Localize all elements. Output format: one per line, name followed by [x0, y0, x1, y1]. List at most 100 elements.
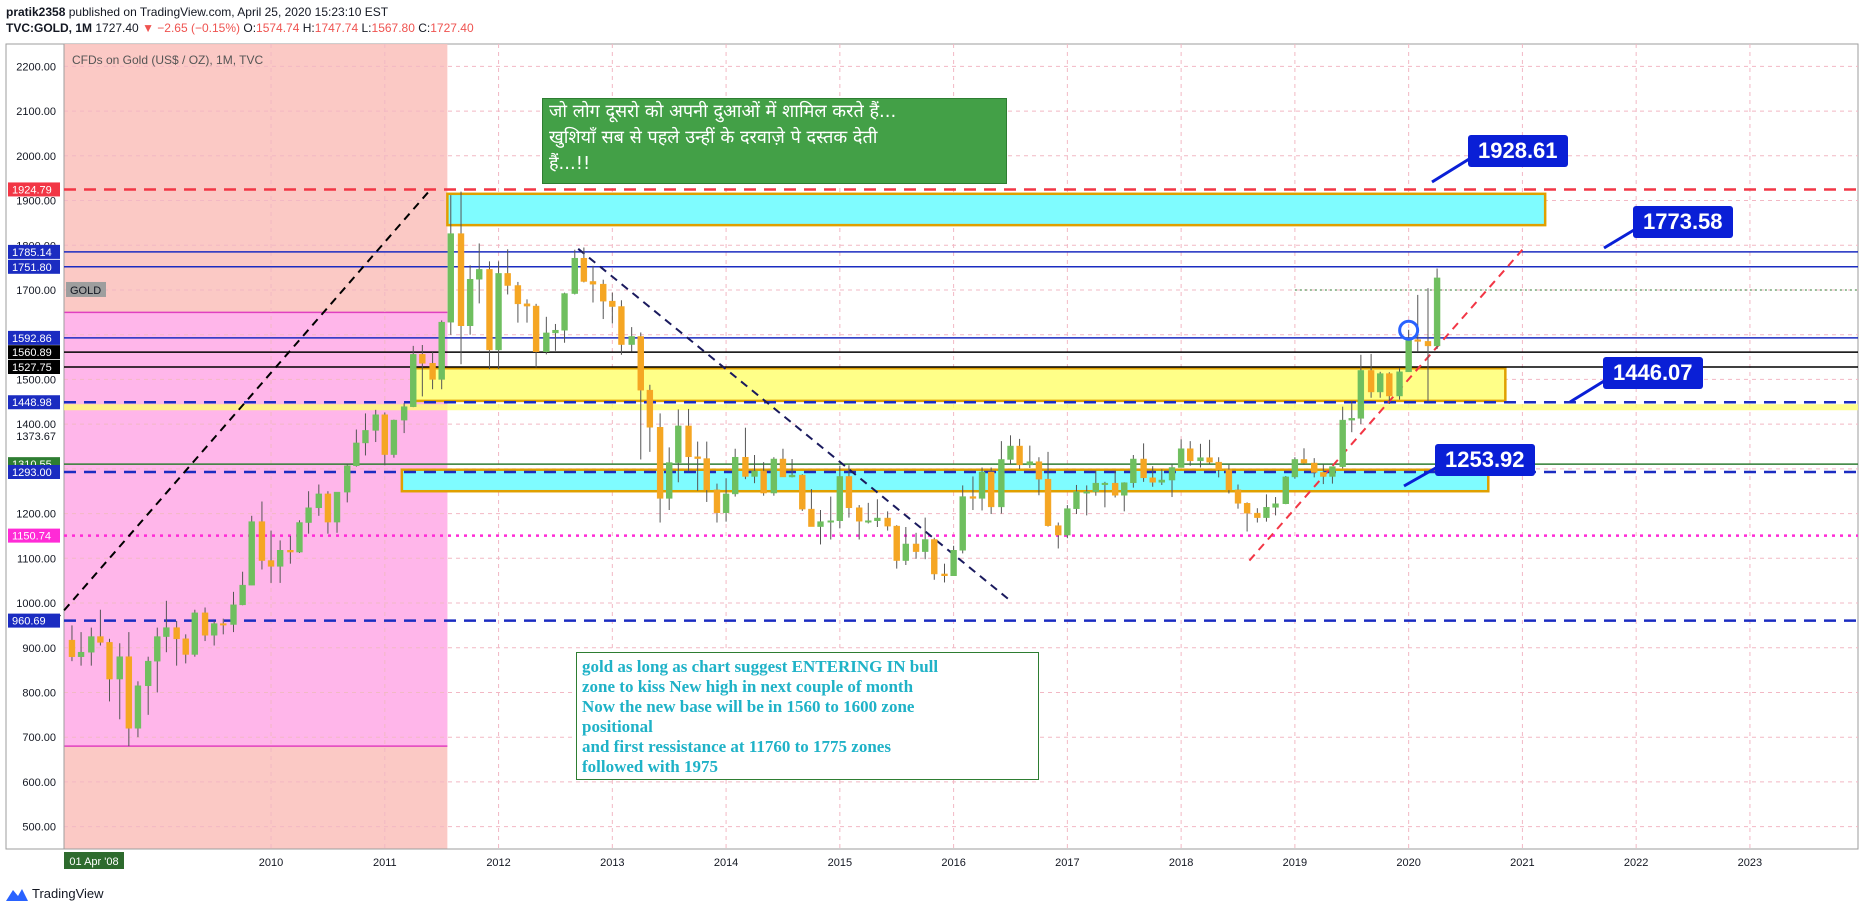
candle-body: [1026, 461, 1034, 466]
x-tick-label: 2020: [1396, 857, 1420, 869]
price-label: 1373.67: [16, 431, 56, 443]
y-tick-label: 2200.00: [16, 61, 56, 73]
candle-body: [959, 496, 966, 551]
low-value: 1567.80: [371, 21, 415, 35]
analysis-note-annotation[interactable]: gold as long as chart suggest ENTERING I…: [576, 652, 1039, 780]
candle-body: [618, 306, 625, 345]
candle-body: [154, 636, 161, 662]
price-label-box: [8, 244, 60, 259]
high-value: 1747.74: [314, 21, 359, 35]
candle-body: [628, 336, 635, 345]
x-tick-label: 2016: [941, 857, 965, 869]
published-text: published on TradingView.com, April 25, …: [68, 5, 389, 19]
candle-body: [134, 685, 142, 729]
candle-body: [1367, 370, 1375, 393]
candle-body: [1396, 371, 1403, 397]
high-label: H:: [302, 21, 315, 35]
open-label: O:: [243, 21, 257, 35]
callout-1773[interactable]: 1773.58: [1633, 206, 1733, 238]
candle-body: [400, 406, 408, 421]
close-label: C:: [418, 21, 431, 35]
candle-body: [381, 414, 388, 455]
tradingview-footer[interactable]: TradingView: [6, 886, 104, 901]
candle-body: [675, 425, 682, 463]
price-label-box: [8, 528, 60, 543]
price-label-box: [8, 182, 60, 197]
candle-body: [305, 507, 312, 523]
y-tick-label: 800.00: [22, 687, 56, 699]
price-label-box: [8, 464, 60, 479]
x-tick-label: 2014: [714, 857, 738, 869]
candle-body: [68, 639, 76, 657]
candle-body: [1320, 472, 1327, 477]
candle-body: [893, 525, 900, 561]
note-line: followed with 1975: [582, 757, 718, 776]
candle-body: [210, 623, 218, 636]
candle-body: [912, 543, 920, 552]
candle-body: [1348, 418, 1355, 421]
candle-body: [1282, 476, 1289, 504]
price-zone: [446, 192, 1547, 227]
hindi-line: हैं...!!: [549, 153, 591, 174]
tradingview-logo-icon: [6, 888, 28, 901]
candle-body: [770, 458, 778, 494]
candle-body: [476, 269, 483, 280]
candle-body: [1405, 339, 1412, 373]
hindi-quote-annotation[interactable]: जो लोग दूसरो को अपनी दुआओं में शामिल करत…: [542, 98, 1007, 184]
callout-1928[interactable]: 1928.61: [1468, 135, 1568, 167]
candle-body: [1424, 341, 1432, 347]
price-change: ▼ −2.65 (−0.15%): [142, 21, 241, 35]
candle-body: [438, 321, 445, 380]
candle-body: [1272, 503, 1279, 508]
candle-body: [1225, 469, 1233, 491]
x-tick-label: 2011: [373, 857, 397, 869]
candle-body: [429, 363, 436, 380]
candle-body: [116, 656, 123, 680]
y-tick-label: 1200.00: [16, 509, 56, 521]
candle-body: [902, 543, 910, 561]
candle-body: [1177, 448, 1185, 468]
y-tick-label: 900.00: [22, 643, 56, 655]
hindi-line: जो लोग दूसरो को अपनी दुआओं में शामिल करत…: [549, 101, 897, 122]
candle-body: [600, 283, 607, 302]
candle-body: [788, 474, 796, 478]
price-label: 1560.89: [12, 347, 52, 359]
price-label: 960.69: [12, 616, 46, 628]
x-tick-label: 2023: [1738, 857, 1762, 869]
candle-body: [523, 303, 531, 307]
x-tick-label: 2017: [1055, 857, 1079, 869]
chart-title: CFDs on Gold (US$ / OZ), 1M, TVC: [72, 53, 263, 67]
candle-body: [694, 456, 701, 459]
candle-body: [921, 539, 929, 552]
callout-pointer: [1403, 463, 1442, 488]
candle-body: [1187, 448, 1194, 462]
tradingview-brand: TradingView: [32, 886, 104, 901]
candle-body: [1130, 458, 1137, 483]
candle-body: [931, 539, 938, 575]
support-band-right: [1511, 404, 1858, 411]
candle-body: [722, 493, 730, 513]
candle-body: [504, 273, 511, 286]
candle-body: [201, 612, 209, 636]
publisher-name[interactable]: pratik2358: [6, 5, 66, 19]
candle-body: [1121, 482, 1128, 496]
candle-body: [447, 233, 454, 323]
callout-1253[interactable]: 1253.92: [1435, 444, 1535, 476]
candle-body: [1140, 458, 1147, 479]
y-tick-label: 1400.00: [16, 419, 56, 431]
candle-body: [713, 489, 721, 513]
x-tick-label: 2010: [259, 857, 283, 869]
candle-body: [230, 604, 237, 625]
candle-body: [1414, 339, 1421, 342]
price-label: 1448.98: [12, 397, 52, 409]
candle-body: [817, 521, 824, 527]
callout-1446[interactable]: 1446.07: [1603, 357, 1703, 389]
candle-body: [1215, 461, 1222, 471]
marker-circle: [1398, 319, 1420, 341]
candle-body: [1254, 512, 1261, 518]
candle-body: [419, 354, 426, 364]
candle-body: [1083, 491, 1090, 494]
candle-body: [353, 442, 360, 466]
candle-body: [987, 471, 995, 508]
y-tick-label: 1700.00: [16, 285, 56, 297]
